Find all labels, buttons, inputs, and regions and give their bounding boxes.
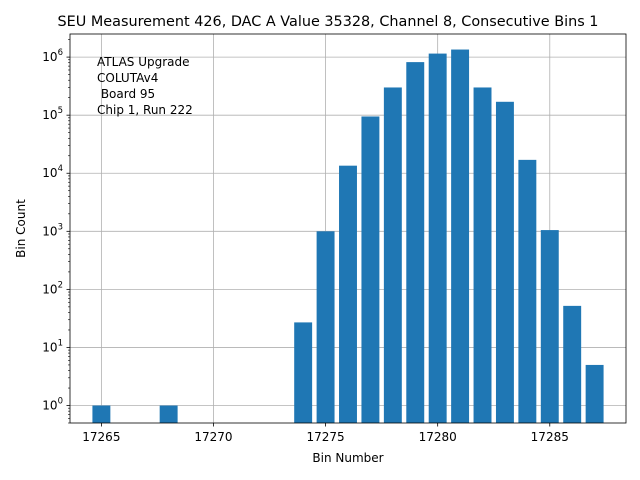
annotation-line: Board 95: [97, 87, 155, 101]
bar: [406, 62, 425, 423]
bar: [316, 231, 335, 423]
bar: [361, 116, 380, 423]
y-tick-label: 100: [42, 397, 63, 413]
y-tick-label: 104: [42, 164, 63, 180]
bar: [585, 364, 604, 423]
ticks: 17265 17270 17275 17280 17285 100 101 102 103 104…: [42, 39, 569, 444]
x-tick-label: 17275: [306, 430, 344, 444]
bar: [563, 305, 582, 423]
bar: [428, 53, 447, 423]
bar: [518, 159, 537, 424]
x-tick-label: 17285: [531, 430, 569, 444]
bar: [339, 165, 357, 423]
y-tick-label: 106: [42, 48, 63, 64]
bar: [92, 405, 111, 423]
annotation: ATLAS Upgrade COLUTAv4 Board 95 Chip 1, Ru…: [97, 55, 193, 117]
chart-title: SEU Measurement 426, DAC A Value 35328, …: [58, 14, 599, 30]
axes-frame: [69, 33, 627, 424]
bar: [540, 230, 559, 423]
x-tick-label: 17265: [82, 430, 120, 444]
bar: [451, 49, 470, 424]
y-axis-label: Bin Count: [14, 199, 28, 258]
y-tick-label: 101: [42, 338, 63, 354]
x-tick-label: 17280: [419, 430, 457, 444]
bar: [495, 101, 514, 423]
y-tick-label: 105: [42, 106, 63, 122]
annotation-line: Chip 1, Run 222: [97, 103, 193, 117]
x-axis-label: Bin Number: [312, 451, 383, 465]
bar: [159, 405, 178, 423]
annotation-line: ATLAS Upgrade: [97, 55, 190, 69]
bar: [473, 87, 492, 424]
bars: [92, 49, 604, 424]
annotation-line: COLUTAv4: [97, 71, 158, 85]
y-tick-label: 102: [42, 280, 63, 296]
bar: [383, 87, 402, 424]
bar: [294, 322, 313, 423]
x-tick-label: 17270: [194, 430, 232, 444]
y-tick-label: 103: [42, 222, 63, 238]
